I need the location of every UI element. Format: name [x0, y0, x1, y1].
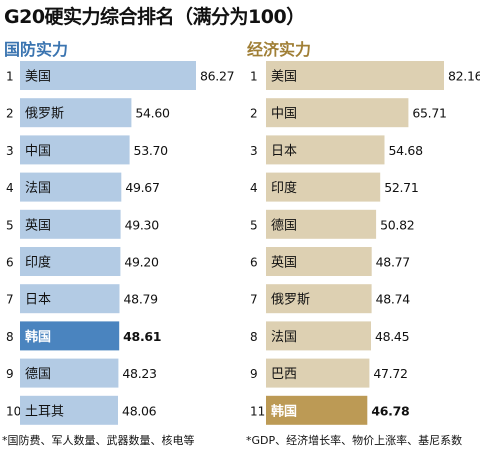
defense-rank-label: 2	[6, 107, 14, 121]
economy-category-label: 日本	[271, 144, 297, 159]
economy-bar	[266, 284, 372, 314]
footnote-defense: *国防费、军人数量、武器数量、核电等	[2, 434, 195, 447]
economy-bar	[266, 135, 385, 165]
economy-bar	[266, 321, 371, 351]
defense-rank-label: 9	[6, 367, 14, 381]
defense-category-label: 法国	[25, 181, 51, 196]
economy-value-label: 54.68	[388, 143, 423, 158]
defense-bar	[20, 172, 122, 202]
economy-value-label: 52.71	[384, 180, 418, 195]
economy-value-label: 48.77	[376, 255, 410, 270]
economy-rank-label: 4	[250, 181, 258, 195]
defense-value-label: 49.20	[124, 255, 159, 270]
economy-category-label: 英国	[271, 256, 297, 271]
defense-rank-label: 6	[6, 256, 14, 270]
defense-value-label: 49.67	[125, 180, 159, 195]
economy-category-label: 巴西	[271, 367, 297, 382]
defense-bar	[20, 209, 121, 239]
economy-rank-label: 3	[250, 144, 258, 158]
panel-title-defense: 国防实力	[4, 40, 69, 59]
economy-category-label: 法国	[271, 330, 297, 345]
defense-bar	[20, 61, 196, 90]
defense-rank-label: 1	[6, 70, 14, 84]
economy-category-label: 韩国	[271, 403, 297, 419]
defense-value-label: 86.27	[200, 69, 234, 84]
defense-bar	[20, 284, 120, 314]
economy-rank-label: 11	[250, 404, 265, 418]
defense-bar	[20, 321, 120, 351]
defense-rank-label: 3	[6, 144, 14, 158]
defense-category-label: 韩国	[25, 329, 51, 345]
defense-rank-label: 10	[6, 404, 21, 418]
economy-bar	[266, 172, 381, 202]
economy-category-label: 俄罗斯	[271, 293, 310, 308]
defense-category-label: 德国	[25, 367, 51, 382]
economy-value-label: 46.78	[371, 403, 409, 418]
economy-value-label: 48.74	[376, 292, 411, 307]
defense-category-label: 日本	[25, 293, 51, 308]
defense-value-label: 48.79	[124, 292, 159, 307]
defense-category-label: 俄罗斯	[25, 107, 64, 122]
economy-category-label: 德国	[271, 218, 297, 233]
defense-bar	[20, 358, 119, 388]
economy-value-label: 50.82	[380, 217, 414, 232]
defense-value-label: 54.60	[135, 106, 170, 121]
economy-rank-label: 8	[250, 330, 258, 344]
defense-category-label: 英国	[25, 218, 51, 233]
economy-bar	[266, 358, 370, 388]
defense-rank-label: 7	[6, 293, 14, 307]
economy-rank-label: 5	[250, 218, 258, 232]
defense-rank-label: 4	[6, 181, 14, 195]
defense-category-label: 土耳其	[25, 404, 64, 419]
economy-category-label: 中国	[271, 107, 297, 122]
economy-rank-label: 2	[250, 107, 258, 121]
economy-bar	[266, 209, 377, 239]
footnote-economy: *GDP、经济增长率、物价上涨率、基尼系数	[246, 434, 463, 447]
economy-rank-label: 1	[250, 70, 258, 84]
defense-rank-label: 5	[6, 218, 14, 232]
economy-rank-label: 9	[250, 367, 258, 381]
economy-bar	[266, 395, 368, 425]
economy-category-label: 美国	[271, 70, 297, 85]
economy-category-label: 印度	[271, 180, 297, 196]
economy-value-label: 48.45	[375, 329, 409, 344]
economy-bar	[266, 98, 409, 128]
defense-bar	[20, 98, 132, 128]
defense-value-label: 48.06	[122, 403, 157, 418]
economy-value-label: 82.16	[448, 69, 480, 84]
defense-value-label: 48.23	[122, 366, 156, 381]
defense-bar	[20, 247, 121, 276]
economy-value-label: 65.71	[412, 106, 446, 121]
economy-bar	[266, 61, 444, 90]
defense-bar	[20, 135, 130, 165]
chart-title: G20硬实力综合排名（满分为100）	[4, 6, 305, 28]
defense-bar	[20, 395, 118, 425]
defense-rank-label: 8	[6, 330, 14, 344]
defense-category-label: 美国	[25, 70, 51, 85]
economy-rank-label: 7	[250, 293, 258, 307]
defense-category-label: 中国	[25, 144, 51, 159]
defense-value-label: 49.30	[125, 217, 160, 232]
economy-rank-label: 6	[250, 256, 258, 270]
economy-value-label: 47.72	[373, 366, 407, 381]
defense-value-label: 53.70	[134, 143, 169, 158]
defense-value-label: 48.61	[123, 329, 161, 344]
economy-bar	[266, 247, 372, 276]
panel-title-economy: 经济实力	[247, 40, 312, 59]
defense-category-label: 印度	[25, 255, 51, 271]
